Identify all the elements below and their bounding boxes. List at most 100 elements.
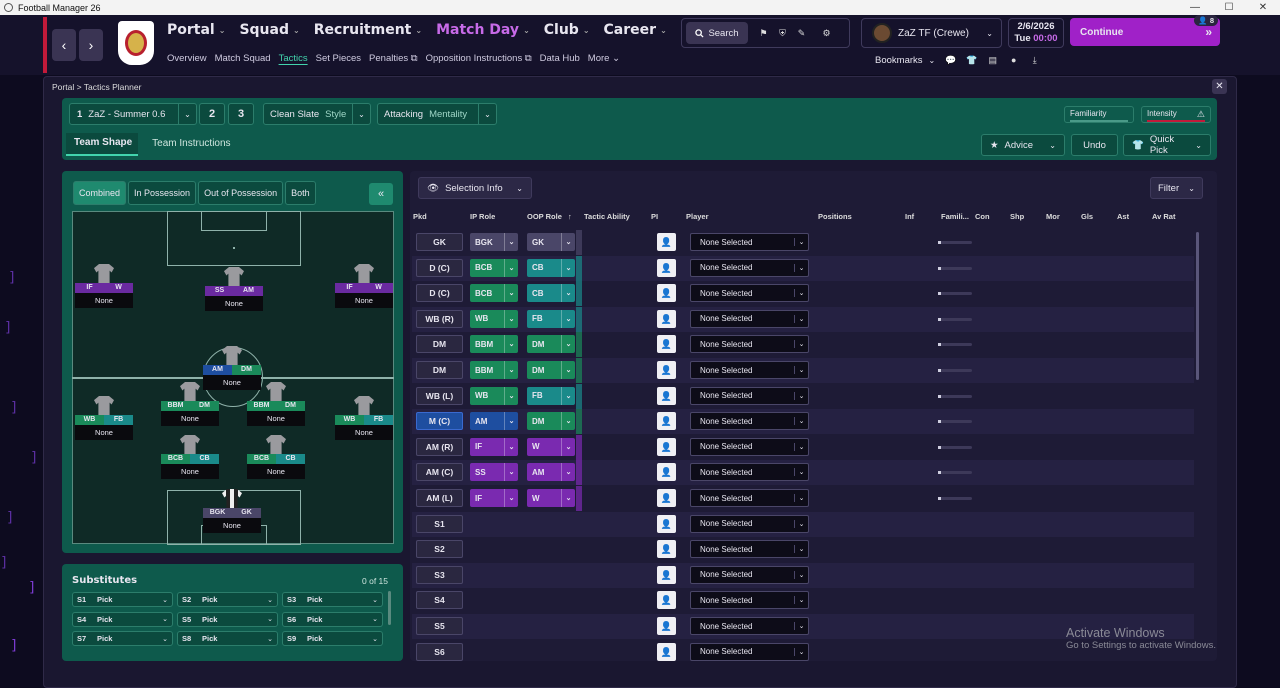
player-instructions-button[interactable]: 👤	[657, 335, 676, 354]
column-header[interactable]: Gls	[1081, 212, 1094, 221]
style-selector[interactable]: Clean Slate Style ⌄	[263, 103, 371, 125]
ip-role-select[interactable]: BBM ⌄	[470, 335, 518, 354]
ip-role-select[interactable]: WB ⌄	[470, 386, 518, 405]
player-select[interactable]: None Selected ⌄	[690, 335, 809, 354]
column-header[interactable]: Ast	[1117, 212, 1130, 221]
player-instructions-button[interactable]: 👤	[657, 617, 676, 635]
column-header[interactable]: Player	[686, 212, 709, 221]
pitch-player[interactable]: BCB CB None	[161, 435, 219, 479]
pen-icon[interactable]: ✎	[797, 27, 806, 38]
menu-portal[interactable]: Portal ⌄	[167, 22, 225, 38]
shirt-icon[interactable]: 👕	[966, 55, 978, 65]
menu-club[interactable]: Club ⌄	[544, 22, 590, 38]
tactic-slot-3[interactable]: 3	[228, 103, 254, 125]
breadcrumb-root[interactable]: Portal	[52, 82, 75, 92]
table-scrollbar[interactable]	[1196, 232, 1199, 380]
pitch-player[interactable]: SS AM None	[205, 267, 263, 311]
bookmarks-button[interactable]: Bookmarks	[875, 55, 923, 66]
substitute-select[interactable]: S6 Pick ⌄	[282, 611, 383, 627]
position-button[interactable]: GK	[416, 233, 463, 251]
position-button[interactable]: AM (L)	[416, 489, 463, 507]
intensity-meter[interactable]: Intensity ⚠	[1141, 106, 1211, 123]
download-icon[interactable]: ⤓	[1032, 55, 1037, 65]
quick-pick-button[interactable]: 👕 Quick Pick ⌄	[1123, 134, 1211, 156]
ip-role-select[interactable]: BCB ⌄	[470, 258, 518, 277]
ip-role-select[interactable]: AM ⌄	[470, 412, 518, 431]
oop-role-select[interactable]: GK ⌄	[527, 233, 575, 251]
submenu-penalties[interactable]: Penalties ⧉	[369, 53, 418, 64]
player-instructions-button[interactable]: 👤	[657, 233, 676, 251]
position-button[interactable]: D (C)	[416, 284, 463, 303]
pitch-player[interactable]: BBM DM None	[247, 382, 305, 426]
player-instructions-button[interactable]: 👤	[657, 258, 676, 277]
position-button[interactable]: S5	[416, 617, 463, 635]
menu-squad[interactable]: Squad ⌄	[239, 22, 299, 38]
ip-role-select[interactable]: BCB ⌄	[470, 284, 518, 303]
player-select[interactable]: None Selected ⌄	[690, 463, 809, 482]
undo-button[interactable]: Undo	[1071, 134, 1118, 156]
position-button[interactable]: D (C)	[416, 258, 463, 277]
substitute-select[interactable]: S3 Pick ⌄	[282, 592, 383, 607]
view-selector[interactable]: 👁 Selection Info ⌄	[418, 177, 532, 199]
oop-role-select[interactable]: CB ⌄	[527, 284, 575, 303]
menu-recruitment[interactable]: Recruitment ⌄	[314, 22, 422, 38]
player-select[interactable]: None Selected ⌄	[690, 309, 809, 328]
submenu-data-hub[interactable]: Data Hub	[540, 53, 580, 64]
phase-tab-in-possession[interactable]: In Possession	[128, 181, 197, 205]
player-instructions-button[interactable]: 👤	[657, 489, 676, 507]
position-button[interactable]: S2	[416, 540, 463, 559]
position-button[interactable]: DM	[416, 361, 463, 379]
ip-role-select[interactable]: SS ⌄	[470, 463, 518, 482]
substitute-select[interactable]: S8 Pick ⌄	[177, 631, 278, 646]
collapse-button[interactable]: «	[369, 183, 393, 205]
pitch-player[interactable]: AM DM None	[203, 346, 261, 390]
player-instructions-button[interactable]: 👤	[657, 514, 676, 533]
flag-icon[interactable]: ⚑	[759, 27, 768, 38]
substitute-select[interactable]: S9 Pick ⌄	[282, 631, 383, 646]
player-select[interactable]: None Selected ⌄	[690, 591, 809, 610]
advice-button[interactable]: ★ Advice ⌄	[981, 134, 1065, 156]
submenu-tactics[interactable]: Tactics	[279, 53, 308, 64]
column-header[interactable]: Pkd	[413, 212, 427, 221]
submenu-set-pieces[interactable]: Set Pieces	[316, 53, 361, 64]
position-button[interactable]: S3	[416, 565, 463, 584]
familiarity-meter[interactable]: Familiarity	[1064, 106, 1134, 123]
ip-role-select[interactable]: IF ⌄	[470, 437, 518, 456]
maximize-button[interactable]: ☐	[1224, 2, 1234, 13]
tab-team-instructions[interactable]: Team Instructions	[152, 138, 231, 149]
pitch-player[interactable]: BGK GK None	[203, 489, 261, 533]
shield-icon[interactable]: ⛨	[779, 27, 786, 38]
player-select[interactable]: None Selected ⌄	[690, 489, 809, 507]
ball-icon[interactable]: ●	[1011, 55, 1017, 65]
oop-role-select[interactable]: DM ⌄	[527, 361, 575, 379]
position-button[interactable]: S4	[416, 591, 463, 610]
player-select[interactable]: None Selected ⌄	[690, 361, 809, 379]
filter-button[interactable]: Filter ⌄	[1150, 177, 1203, 199]
mentality-selector[interactable]: Attacking Mentality ⌄	[377, 103, 497, 125]
club-crest[interactable]	[118, 21, 154, 65]
player-instructions-button[interactable]: 👤	[657, 309, 676, 328]
phase-tab-out-of-possession[interactable]: Out of Possession	[198, 181, 284, 205]
position-button[interactable]: DM	[416, 335, 463, 354]
ip-role-select[interactable]: BGK ⌄	[470, 233, 518, 251]
player-instructions-button[interactable]: 👤	[657, 361, 676, 379]
player-select[interactable]: None Selected ⌄	[690, 258, 809, 277]
manager-profile[interactable]: ZaZ TF (Crewe) ⌄	[861, 18, 1002, 48]
pitch-player[interactable]: IF W None	[335, 264, 393, 308]
player-select[interactable]: None Selected ⌄	[690, 642, 809, 661]
oop-role-select[interactable]: FB ⌄	[527, 386, 575, 405]
substitute-select[interactable]: S5 Pick ⌄	[177, 611, 278, 627]
tactic-selector[interactable]: 1 ZaZ - Summer 0.6 ⌄	[69, 103, 197, 125]
position-button[interactable]: AM (R)	[416, 437, 463, 456]
column-header[interactable]: IP Role	[470, 212, 496, 221]
player-instructions-button[interactable]: 👤	[657, 591, 676, 610]
column-header[interactable]: Positions	[818, 212, 852, 221]
tab-team-shape[interactable]: Team Shape	[66, 133, 139, 156]
pitch-player[interactable]: BCB CB None	[247, 435, 305, 479]
close-window-button[interactable]: ✕	[1258, 2, 1268, 13]
player-select[interactable]: None Selected ⌄	[690, 565, 809, 584]
close-panel-button[interactable]: ✕	[1212, 79, 1227, 94]
pitch-player[interactable]: WB FB None	[335, 396, 393, 440]
minimize-button[interactable]: —	[1190, 2, 1200, 13]
player-select[interactable]: None Selected ⌄	[690, 540, 809, 559]
